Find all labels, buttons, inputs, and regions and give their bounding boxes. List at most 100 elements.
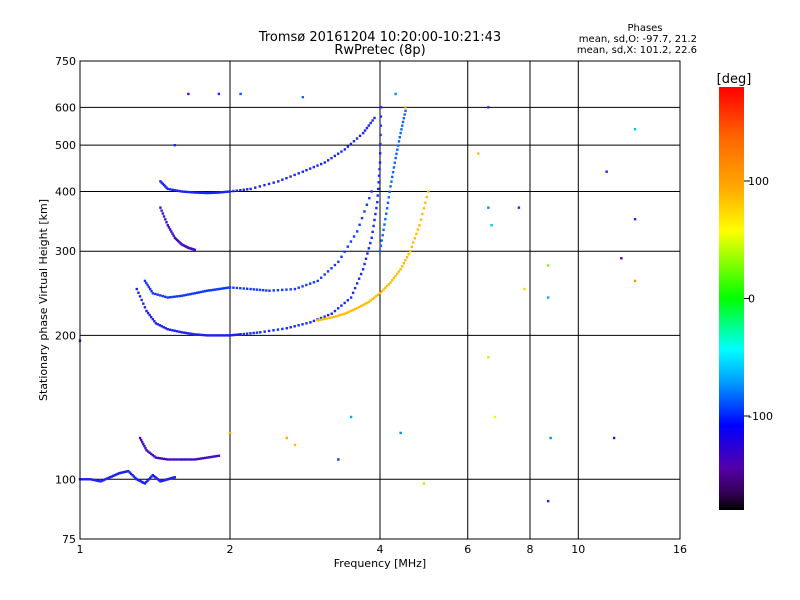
data-point: [217, 334, 221, 337]
data-point: [134, 476, 137, 480]
data-point: [398, 136, 401, 139]
data-point: [403, 113, 406, 116]
data-point: [158, 457, 162, 460]
data-point: [91, 478, 94, 481]
data-point: [184, 331, 188, 335]
data-point: [164, 478, 167, 482]
data-point: [168, 458, 172, 461]
data-point: [168, 296, 172, 299]
data-point: [343, 250, 346, 253]
data-point: [82, 478, 85, 481]
data-point: [387, 196, 391, 199]
data-point: [378, 152, 382, 155]
data-point: [412, 241, 415, 244]
data-point: [487, 106, 490, 109]
data-point: [187, 332, 190, 335]
data-point: [330, 156, 333, 160]
data-point: [249, 332, 252, 335]
data-point: [161, 479, 165, 482]
data-point: [328, 316, 331, 320]
data-point: [285, 327, 288, 330]
data-point: [293, 287, 297, 291]
data-point: [308, 167, 312, 170]
data-point: [326, 159, 330, 162]
data-point: [305, 168, 308, 172]
data-point: [151, 473, 155, 477]
data-point: [378, 161, 382, 164]
data-point: [230, 334, 233, 337]
y-tick-label: 100: [55, 473, 76, 486]
data-point: [213, 191, 217, 194]
data-point: [546, 499, 550, 503]
data-point: [546, 296, 550, 299]
data-point: [356, 306, 359, 310]
data-point: [422, 482, 426, 485]
data-point: [150, 452, 153, 456]
data-point: [391, 175, 394, 179]
data-point: [219, 287, 222, 290]
data-point: [487, 206, 490, 209]
data-point: [211, 191, 215, 194]
data-point: [255, 288, 259, 291]
y-tick-label: 750: [55, 55, 76, 68]
data-point: [164, 185, 167, 188]
data-point: [217, 454, 221, 457]
data-point: [184, 458, 188, 461]
data-point: [490, 224, 493, 227]
data-point: [84, 478, 87, 481]
data-point: [166, 187, 169, 191]
data-point: [373, 296, 376, 299]
data-point: [164, 218, 167, 221]
data-point: [206, 289, 209, 292]
data-point: [146, 450, 150, 453]
data-point: [166, 296, 169, 299]
data-point: [187, 458, 190, 461]
data-point: [340, 150, 343, 153]
data-point: [182, 458, 186, 461]
data-point: [203, 334, 207, 337]
data-point: [316, 279, 319, 283]
data-point: [142, 302, 145, 305]
data-point: [281, 327, 284, 331]
data-point: [378, 292, 382, 295]
data-point: [217, 191, 221, 194]
data-point: [193, 191, 197, 194]
data-point: [135, 287, 138, 291]
data-point: [391, 279, 394, 282]
data-point: [421, 212, 424, 216]
data-point: [367, 124, 371, 127]
data-point: [219, 191, 222, 194]
y-tick-label: 600: [55, 101, 76, 114]
data-point: [148, 476, 152, 480]
colorbar-tick-label: 0: [748, 293, 755, 306]
data-point: [199, 333, 203, 337]
data-point: [255, 331, 259, 334]
data-point: [109, 476, 112, 479]
x-tick-label: 6: [464, 543, 471, 556]
data-point: [245, 332, 249, 335]
data-point: [99, 480, 102, 483]
data-point: [138, 295, 142, 298]
data-point: [359, 272, 363, 276]
data-point: [184, 190, 188, 194]
plot-frame: [79, 60, 681, 540]
data-point: [170, 230, 173, 233]
data-point: [394, 92, 397, 96]
data-point: [144, 447, 147, 450]
data-point: [209, 191, 213, 195]
data-point: [399, 431, 402, 435]
data-point: [172, 234, 175, 237]
data-point: [293, 325, 296, 328]
data-point: [160, 479, 163, 483]
data-point: [223, 190, 226, 194]
data-point: [161, 182, 165, 186]
data-point: [353, 307, 357, 311]
x-tick-label: 16: [673, 543, 687, 556]
data-point: [215, 334, 219, 337]
data-point: [424, 201, 427, 204]
data-point: [487, 356, 490, 359]
data-point: [115, 473, 118, 476]
data-point: [217, 287, 221, 291]
data-point: [239, 189, 242, 192]
data-point: [371, 297, 374, 301]
